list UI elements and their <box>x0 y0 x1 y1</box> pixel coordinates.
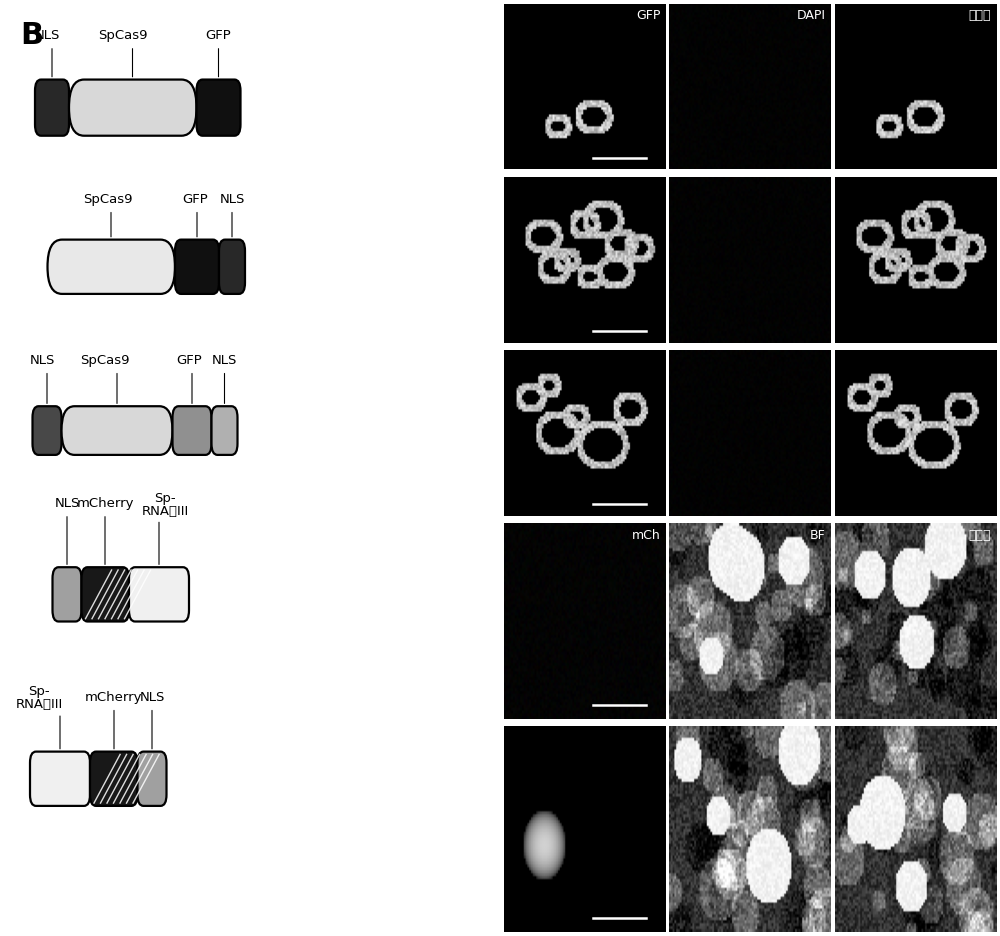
FancyBboxPatch shape <box>69 80 196 136</box>
Text: NLS: NLS <box>34 29 60 42</box>
Text: 合并的: 合并的 <box>969 529 991 542</box>
FancyBboxPatch shape <box>62 406 173 455</box>
Text: mCh: mCh <box>632 529 660 542</box>
FancyBboxPatch shape <box>48 240 175 294</box>
Text: GFP: GFP <box>176 354 202 367</box>
FancyBboxPatch shape <box>129 567 189 622</box>
Text: DAPI: DAPI <box>797 8 826 22</box>
Text: mCherry: mCherry <box>76 497 134 510</box>
Text: Sp-: Sp- <box>28 685 50 698</box>
FancyBboxPatch shape <box>30 752 90 806</box>
Text: SpCas9: SpCas9 <box>83 193 132 206</box>
Text: NLS: NLS <box>219 193 245 206</box>
Text: BF: BF <box>810 529 826 542</box>
Text: GFP: GFP <box>206 29 231 42</box>
Text: SpCas9: SpCas9 <box>98 29 147 42</box>
FancyBboxPatch shape <box>35 80 69 136</box>
FancyBboxPatch shape <box>196 80 240 136</box>
Text: B: B <box>20 21 43 50</box>
FancyBboxPatch shape <box>138 752 166 806</box>
FancyBboxPatch shape <box>175 240 219 294</box>
Text: RNA酶III: RNA酶III <box>15 698 63 711</box>
Text: 合并的: 合并的 <box>969 8 991 22</box>
Text: mCherry: mCherry <box>85 691 143 704</box>
FancyBboxPatch shape <box>52 567 82 622</box>
FancyBboxPatch shape <box>219 240 245 294</box>
Text: NLS: NLS <box>139 691 165 704</box>
FancyBboxPatch shape <box>90 752 138 806</box>
Text: NLS: NLS <box>212 354 237 367</box>
Text: RNA酶III: RNA酶III <box>141 505 189 518</box>
FancyBboxPatch shape <box>32 406 62 455</box>
Text: NLS: NLS <box>29 354 55 367</box>
Text: GFP: GFP <box>182 193 208 206</box>
FancyBboxPatch shape <box>212 406 238 455</box>
Text: NLS: NLS <box>54 497 80 510</box>
FancyBboxPatch shape <box>82 567 129 622</box>
Text: GFP: GFP <box>636 8 660 22</box>
Text: SpCas9: SpCas9 <box>80 354 130 367</box>
FancyBboxPatch shape <box>173 406 212 455</box>
Text: Sp-: Sp- <box>154 491 176 505</box>
